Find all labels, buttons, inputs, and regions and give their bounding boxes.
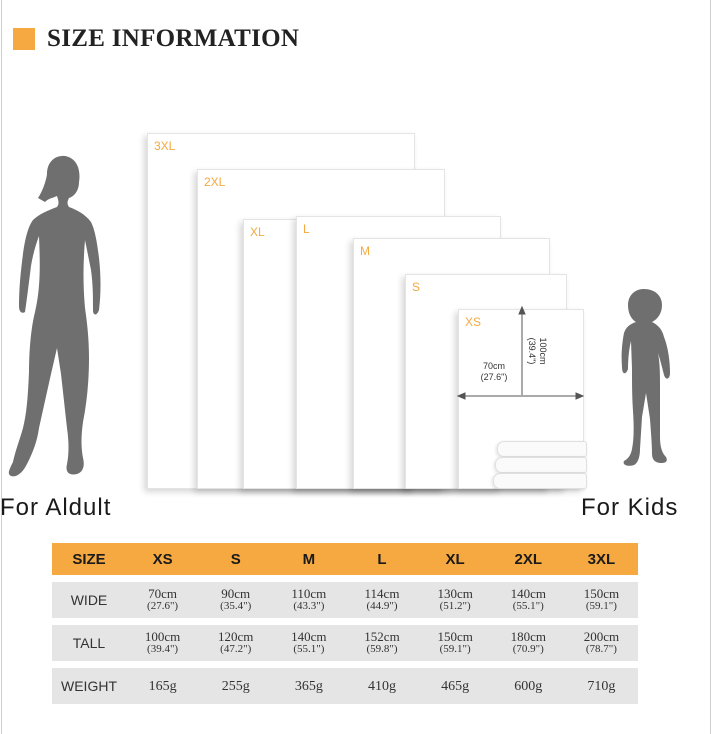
table-cell: 90cm (35.4") bbox=[199, 582, 272, 618]
table-header-cell: XS bbox=[152, 550, 173, 568]
cell-cm: 100cm bbox=[144, 629, 181, 644]
cell-in: (35.4") bbox=[220, 600, 252, 612]
width-in: (27.6") bbox=[480, 372, 508, 382]
sheet-label-l: L bbox=[303, 222, 310, 236]
table-cell: 70cm (27.6") bbox=[126, 582, 199, 618]
table-header-cell: SIZE bbox=[72, 550, 106, 568]
table-cell: 200cm (78.7") bbox=[565, 625, 638, 661]
cell-cm: 90cm bbox=[221, 586, 251, 601]
cell-cm: 70cm bbox=[148, 586, 178, 601]
cell-cm: 140cm bbox=[510, 586, 546, 601]
table-row-tall: TALL 100cm (39.4") 120cm (47.2") 140cm (55.… bbox=[52, 625, 638, 661]
cell-cm: 152cm bbox=[364, 629, 400, 644]
cell-cm: 130cm bbox=[437, 586, 473, 601]
cell-cm: 200cm bbox=[583, 629, 620, 644]
table-header-cell: XL bbox=[445, 550, 465, 568]
cell-cm: 150cm bbox=[437, 629, 473, 644]
adult-silhouette-icon bbox=[8, 155, 101, 477]
cell-in: (55.1") bbox=[293, 643, 325, 655]
cell-in: (51.2") bbox=[439, 600, 471, 612]
table-cell: 150cm (59.1") bbox=[565, 582, 638, 618]
table-cell: 410g bbox=[367, 678, 396, 694]
table-cell: 114cm (44.9") bbox=[345, 582, 418, 618]
cell-in: (59.1") bbox=[585, 600, 617, 612]
height-dimension-label: 100cm (39.4") bbox=[526, 326, 548, 376]
cell-in: (78.7") bbox=[585, 643, 617, 655]
row-label: WEIGHT bbox=[61, 677, 117, 694]
section-header: SIZE INFORMATION bbox=[13, 24, 299, 54]
cell-cm: 114cm bbox=[364, 586, 400, 601]
table-cell: 150cm (59.1") bbox=[419, 625, 492, 661]
cell-in: (27.6") bbox=[147, 600, 179, 612]
cell-cm: 120cm bbox=[218, 629, 254, 644]
height-in: (39.4") bbox=[527, 337, 537, 365]
frame-line-left bbox=[1, 0, 2, 734]
table-header-cell: L bbox=[377, 550, 387, 568]
table-cell: 465g bbox=[441, 678, 470, 694]
header-accent-square bbox=[13, 28, 35, 50]
cell-in: (59.8") bbox=[366, 643, 398, 655]
page-title: SIZE INFORMATION bbox=[47, 25, 300, 52]
table-cell: 180cm (70.9") bbox=[492, 625, 565, 661]
cell-in: (55.1") bbox=[512, 600, 544, 612]
table-row-wide: WIDE 70cm (27.6") 90cm (35.4") 110cm (43.3"… bbox=[52, 582, 638, 618]
cell-cm: 140cm bbox=[291, 629, 327, 644]
cell-in: (47.2") bbox=[220, 643, 252, 655]
dimension-arrows-icon bbox=[456, 305, 585, 400]
table-cell: 255g bbox=[221, 678, 250, 694]
size-table: SIZE XS S M L XL 2XL 3XL WIDE 70cm (27.6"… bbox=[52, 536, 638, 711]
sheet-label-xs: XS bbox=[465, 315, 482, 329]
cell-in: (39.4") bbox=[147, 643, 179, 655]
folded-blanket bbox=[493, 441, 589, 489]
sheet-label-m: M bbox=[360, 244, 370, 258]
frame-line-right bbox=[710, 0, 711, 734]
sheet-label-xl: XL bbox=[250, 225, 265, 239]
cell-cm: 150cm bbox=[583, 586, 620, 601]
table-cell: 165g bbox=[148, 678, 177, 694]
table-header-cell: 3XL bbox=[587, 550, 616, 568]
table-cell: 110cm (43.3") bbox=[272, 582, 345, 618]
cell-cm: 180cm bbox=[510, 629, 546, 644]
table-cell: 100cm (39.4") bbox=[126, 625, 199, 661]
table-cell: 710g bbox=[587, 678, 616, 694]
cell-in: (44.9") bbox=[366, 600, 398, 612]
table-cell: 365g bbox=[294, 678, 323, 694]
table-cell: 130cm (51.2") bbox=[419, 582, 492, 618]
table-cell: 152cm (59.8") bbox=[345, 625, 418, 661]
cell-in: (70.9") bbox=[512, 643, 544, 655]
table-header-row: SIZE XS S M L XL 2XL 3XL bbox=[52, 543, 638, 575]
sheet-label-2xl: 2XL bbox=[204, 175, 226, 189]
kid-silhouette-icon bbox=[621, 289, 670, 466]
table-cell: 120cm (47.2") bbox=[199, 625, 272, 661]
adult-caption: For Aldult bbox=[0, 494, 112, 521]
table-header-cell: S bbox=[230, 550, 241, 568]
kids-caption: For Kids bbox=[581, 494, 679, 521]
table-cell: 600g bbox=[514, 678, 543, 694]
height-cm: 100cm bbox=[538, 337, 548, 365]
table-header-cell: 2XL bbox=[514, 550, 543, 568]
table-cell: 140cm (55.1") bbox=[272, 625, 345, 661]
table-row-weight: WEIGHT 165g 255g 365g 410g 465g 600g 710… bbox=[52, 668, 638, 704]
table-cell: 140cm (55.1") bbox=[492, 582, 565, 618]
cell-cm: 110cm bbox=[291, 586, 327, 601]
width-cm: 70cm bbox=[482, 361, 505, 371]
row-label: TALL bbox=[72, 634, 106, 651]
cell-in: (43.3") bbox=[293, 600, 325, 612]
sheet-label-3xl: 3XL bbox=[154, 139, 176, 153]
sheet-label-s: S bbox=[412, 280, 421, 294]
table-header-cell: M bbox=[302, 550, 316, 568]
width-dimension-label: 70cm (27.6") bbox=[470, 361, 518, 383]
row-label: WIDE bbox=[70, 591, 108, 608]
cell-in: (59.1") bbox=[439, 643, 471, 655]
